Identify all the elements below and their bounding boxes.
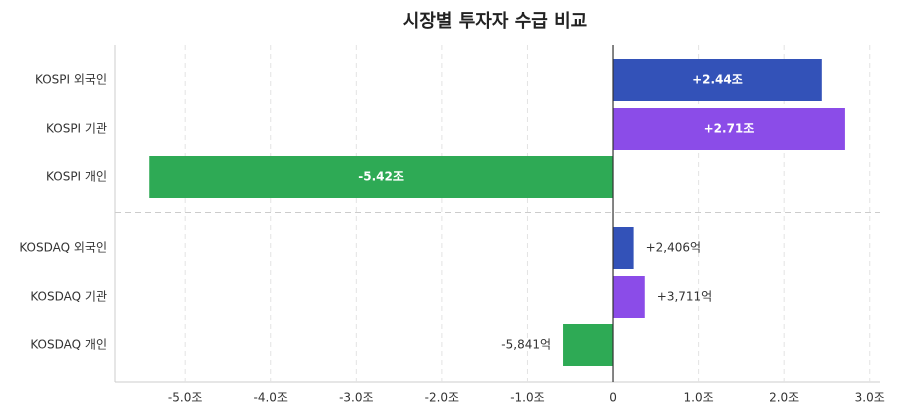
bar — [613, 108, 845, 150]
bar — [149, 156, 614, 198]
x-tick-label: 0 — [609, 391, 617, 405]
y-tick-label: KOSPI 외국인 — [35, 73, 107, 87]
x-tick-label: 1.0조 — [684, 391, 714, 405]
value-label: -5,841억 — [501, 338, 551, 352]
x-tick-label: -5.0조 — [168, 391, 202, 405]
x-tick-label: -3.0조 — [339, 391, 373, 405]
bar — [613, 276, 645, 318]
value-label: +2.71조 — [704, 122, 755, 136]
value-label: +2.44조 — [692, 73, 743, 87]
value-label: +2,406억 — [646, 241, 701, 255]
bar — [613, 227, 634, 269]
y-tick-label: KOSDAQ 기관 — [30, 290, 107, 304]
y-tick-label: KOSDAQ 개인 — [30, 338, 107, 352]
bar — [613, 59, 822, 101]
x-tick-label: 2.0조 — [769, 391, 799, 405]
chart-title: 시장별 투자자 수급 비교 — [403, 11, 587, 32]
x-tick-label: -1.0조 — [510, 391, 544, 405]
value-label: +3,711억 — [657, 290, 712, 304]
y-tick-label: KOSDAQ 외국인 — [19, 241, 107, 255]
value-label: -5.42조 — [358, 170, 404, 184]
y-tick-label: KOSPI 기관 — [46, 122, 107, 136]
bar — [563, 324, 614, 366]
x-tick-label: 3.0조 — [855, 391, 885, 405]
x-tick-label: -4.0조 — [254, 391, 288, 405]
x-tick-label: -2.0조 — [425, 391, 459, 405]
y-tick-label: KOSPI 개인 — [46, 170, 107, 184]
